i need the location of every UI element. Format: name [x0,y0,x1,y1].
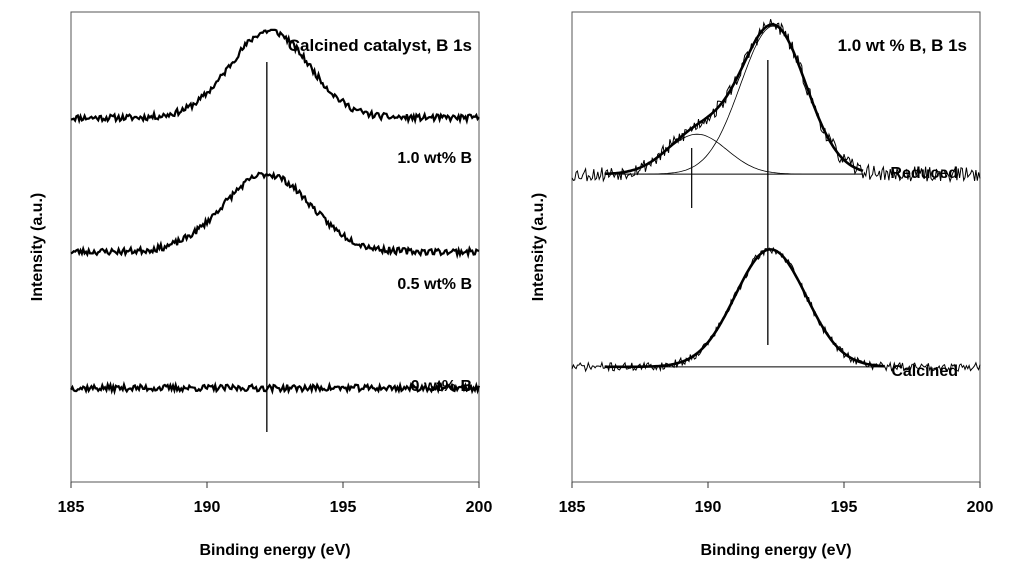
left-x-tick-label-185: 185 [58,499,85,516]
right-trace-2 [571,246,981,373]
right-x-axis-label: Binding energy (eV) [700,542,851,559]
left-trace-3 [70,380,481,396]
right-plot-frame [571,11,981,483]
left-x-tick-label-195: 195 [330,499,357,516]
right-x-tick-label-200: 200 [967,499,994,516]
left-traces [70,28,481,432]
left-plot-frame [70,11,480,483]
left-x-tick-label-190: 190 [194,499,221,516]
right-series-label-calcined: Calcined [891,363,958,380]
left-x-ticks: 185 190 195 200 [58,482,493,516]
right-traces [571,19,981,373]
right-panel-title: 1.0 wt % B, B 1s [838,36,967,55]
right-x-tick-label-185: 185 [559,499,586,516]
right-trace-1 [571,19,981,184]
left-y-axis-label: Intensity (a.u.) [29,193,46,301]
right-x-tick-label-195: 195 [831,499,858,516]
right-fit-component-2 [604,133,863,175]
right-series-label-reduced: Reduced [890,165,958,182]
left-panel-title: Calcined catalyst, B 1s [288,36,472,55]
left-panel: Calcined catalyst, B 1s 1.0 wt% B 0.5 wt… [29,11,493,559]
left-series-label-3: 0 wt% B [411,378,472,395]
right-y-axis-label: Intensity (a.u.) [530,193,547,301]
right-x-tick-label-190: 190 [695,499,722,516]
left-x-axis-label: Binding energy (eV) [199,542,350,559]
right-panel: 1.0 wt % B, B 1s Reduced Calcined 185 190… [530,11,994,559]
left-trace-1 [70,28,480,125]
left-x-tick-label-200: 200 [466,499,493,516]
right-fit-component-1 [604,25,864,175]
right-x-ticks: 185 190 195 200 [559,482,994,516]
left-series-label-1: 1.0 wt% B [397,150,472,167]
right-fit-envelope-1 [604,23,864,176]
left-series-label-2: 0.5 wt% B [397,276,472,293]
left-trace-2 [70,170,480,260]
